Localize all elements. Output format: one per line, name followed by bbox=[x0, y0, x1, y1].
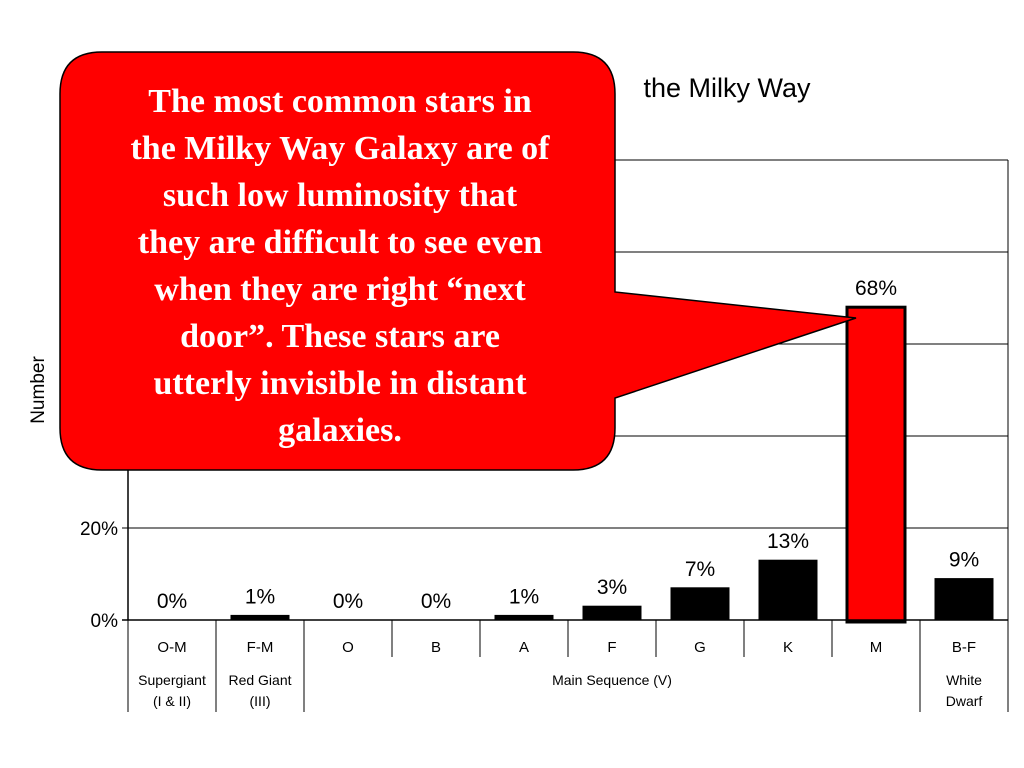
bars bbox=[230, 305, 994, 624]
group-label-line: White bbox=[946, 672, 982, 688]
data-label-b: 0% bbox=[421, 590, 451, 613]
x-tick-label-g: G bbox=[694, 639, 706, 656]
group-label: White Dwarf bbox=[946, 672, 983, 709]
group-label: Supergiant (I & II) bbox=[138, 672, 206, 709]
x-tick-label-o-m: O-M bbox=[157, 639, 186, 656]
data-label-f-m: 1% bbox=[245, 585, 275, 608]
x-tick-label-b: B bbox=[431, 639, 441, 656]
x-tick-label-f-m: F-M bbox=[247, 639, 274, 656]
y-tick-label: 0% bbox=[91, 611, 119, 632]
bar-b-f bbox=[934, 578, 994, 621]
group-label-line: Supergiant bbox=[138, 672, 206, 688]
x-axis: O-M F-M O B A F G K M B-F Supergiant (I & II) Red Gi… bbox=[122, 619, 1009, 712]
data-label-g: 7% bbox=[685, 558, 715, 581]
data-label-m: 68% bbox=[855, 277, 897, 300]
x-tick-label-b-f: B-F bbox=[952, 639, 976, 656]
group-label-line: Dwarf bbox=[946, 693, 983, 709]
group-label: Red Giant (III) bbox=[228, 672, 291, 709]
callout-text: The most common stars in the Milky Way G… bbox=[130, 83, 550, 449]
group-label: Main Sequence (V) bbox=[552, 672, 672, 688]
data-label-o: 0% bbox=[333, 590, 363, 613]
x-tick-label-m: M bbox=[870, 639, 883, 656]
group-label-line: (III) bbox=[250, 693, 271, 709]
group-label-line: (I & II) bbox=[153, 693, 191, 709]
group-label-line: Red Giant bbox=[228, 672, 291, 688]
data-label-a: 1% bbox=[509, 585, 539, 608]
data-label-f: 3% bbox=[597, 576, 627, 599]
callout-shape bbox=[59, 51, 857, 471]
data-label-o-m: 0% bbox=[157, 590, 187, 613]
bar-m bbox=[845, 305, 907, 624]
data-labels: 0% 1% 0% 0% 1% 3% 7% 13% 68% 9% bbox=[157, 277, 979, 613]
y-axis-label: Number bbox=[28, 356, 49, 424]
x-tick-label-a: A bbox=[519, 639, 529, 656]
x-tick-label-f: F bbox=[607, 639, 616, 656]
x-tick-label-o: O bbox=[342, 639, 354, 656]
chart-title: the Milky Way bbox=[643, 73, 811, 103]
bar-g bbox=[670, 587, 730, 621]
callout-bubble bbox=[59, 51, 857, 471]
bar-k bbox=[758, 559, 818, 621]
group-label-line: Main Sequence (V) bbox=[552, 672, 672, 688]
bar-f bbox=[582, 605, 642, 621]
data-label-k: 13% bbox=[767, 530, 809, 553]
data-label-b-f: 9% bbox=[949, 549, 979, 572]
x-tick-label-k: K bbox=[783, 639, 793, 656]
y-tick-label: 20% bbox=[80, 519, 118, 540]
